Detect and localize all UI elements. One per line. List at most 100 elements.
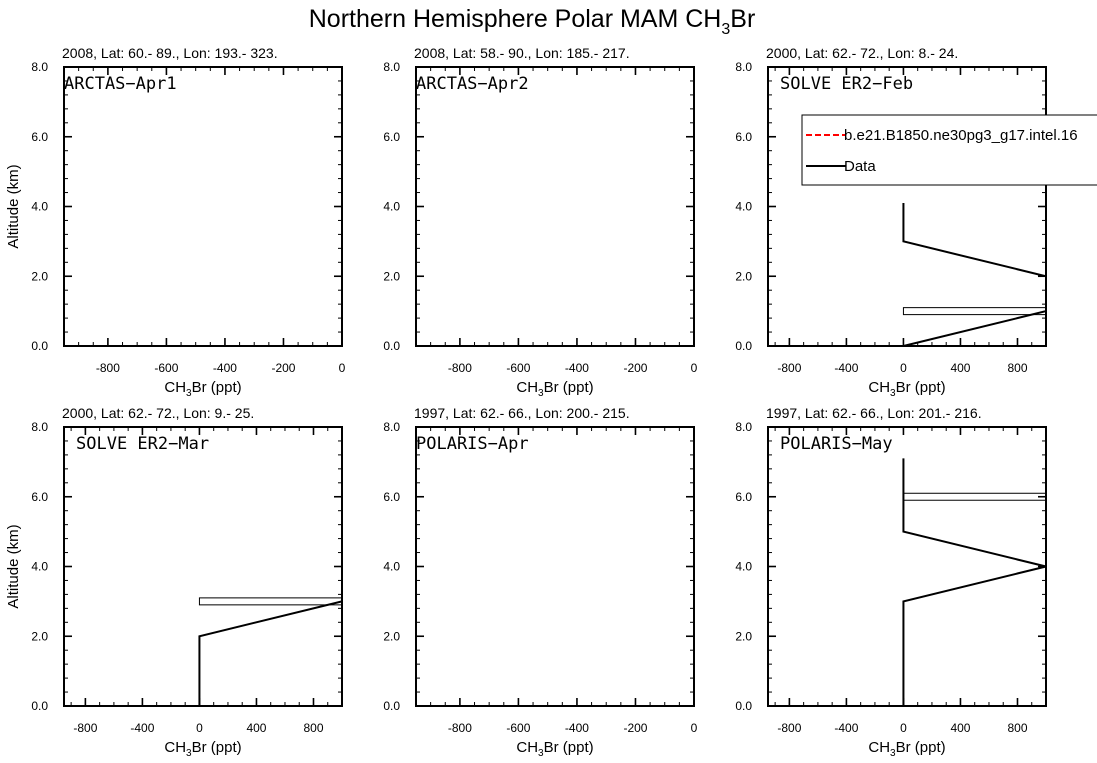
panel-subtitle: 2008, Lat: 58.- 90., Lon: 185.- 217. xyxy=(414,45,630,61)
figure-title: Northern Hemisphere Polar MAM CH3Br xyxy=(309,5,756,38)
y-tick-label: 0.0 xyxy=(735,699,752,713)
x-tick-label: -400 xyxy=(834,361,858,375)
panel-5: 1997, Lat: 62.- 66., Lon: 200.- 215. 0.0 2… xyxy=(383,405,697,759)
panel-1: 2008, Lat: 60.- 89., Lon: 193.- 323. 0.0 2… xyxy=(5,45,346,399)
y-tick-label: 8.0 xyxy=(735,60,752,74)
y-tick-label: 4.0 xyxy=(735,200,752,214)
panel-subtitle: 2008, Lat: 60.- 89., Lon: 193.- 323. xyxy=(62,45,278,61)
y-tick-label: 6.0 xyxy=(735,130,752,144)
plot-frame xyxy=(63,426,343,707)
x-tick-label: 0 xyxy=(691,361,698,375)
panel-4: 2000, Lat: 62.- 72., Lon: 9.- 25. 0.0 2.0 4… xyxy=(5,405,343,759)
x-axis-label: CH3Br (ppt) xyxy=(164,379,241,399)
x-tick-label: -400 xyxy=(130,721,154,735)
x-axis-label: CH3Br (ppt) xyxy=(516,739,593,759)
panel-label: ARCTAS−Apr2 xyxy=(416,74,529,94)
x-axis-label: CH3Br (ppt) xyxy=(868,379,945,399)
data-range-box xyxy=(198,597,343,606)
plot-frame xyxy=(415,66,695,347)
legend-entry-label: Data xyxy=(844,158,876,175)
x-tick-label: -600 xyxy=(506,721,530,735)
plot-frame xyxy=(767,426,1047,707)
x-axis-label: CH3Br (ppt) xyxy=(164,739,241,759)
plot-frame xyxy=(767,66,1047,347)
panel-2: 2008, Lat: 58.- 90., Lon: 185.- 217. 0.0 2… xyxy=(383,45,697,399)
y-tick-label: 0.0 xyxy=(735,339,752,353)
panel-label: ARCTAS−Apr1 xyxy=(64,74,177,94)
panel-label: POLARIS−Apr xyxy=(416,434,529,454)
y-tick-label: 8.0 xyxy=(735,420,752,434)
series-line-data xyxy=(198,600,343,706)
y-tick-label: 2.0 xyxy=(383,629,400,643)
y-tick-label: 6.0 xyxy=(383,130,400,144)
x-tick-label: -400 xyxy=(565,721,589,735)
y-tick-label: 8.0 xyxy=(383,420,400,434)
y-tick-label: 6.0 xyxy=(31,130,48,144)
x-tick-label: 800 xyxy=(303,721,323,735)
y-tick-label: 4.0 xyxy=(31,200,48,214)
y-tick-label: 4.0 xyxy=(31,560,48,574)
panel-6: 1997, Lat: 62.- 66., Lon: 201.- 216. 0.0 2… xyxy=(735,405,1047,759)
data-range-box xyxy=(902,307,1047,316)
x-tick-label: -800 xyxy=(448,721,472,735)
plot-frame xyxy=(415,426,695,707)
y-tick-label: 8.0 xyxy=(383,60,400,74)
x-tick-label: 400 xyxy=(246,721,266,735)
y-tick-label: 0.0 xyxy=(383,339,400,353)
x-tick-label: 0 xyxy=(339,361,346,375)
x-tick-label: -800 xyxy=(777,721,801,735)
series-line-data xyxy=(902,203,1047,347)
y-tick-label: 4.0 xyxy=(735,560,752,574)
x-tick-label: 0 xyxy=(900,721,907,735)
panel-subtitle: 1997, Lat: 62.- 66., Lon: 200.- 215. xyxy=(414,405,630,421)
x-tick-label: 0 xyxy=(691,721,698,735)
x-tick-label: -400 xyxy=(834,721,858,735)
y-tick-label: 2.0 xyxy=(31,629,48,643)
x-tick-label: 400 xyxy=(950,361,970,375)
x-tick-label: 400 xyxy=(950,721,970,735)
x-axis-label: CH3Br (ppt) xyxy=(516,379,593,399)
x-tick-label: -600 xyxy=(154,361,178,375)
x-tick-label: 800 xyxy=(1007,721,1027,735)
legend-box xyxy=(801,114,1097,186)
y-tick-label: 6.0 xyxy=(31,490,48,504)
legend: b.e21.B1850.ne30pg3_g17.intel.16 Data xyxy=(801,114,1097,186)
y-tick-label: 2.0 xyxy=(735,629,752,643)
data-range-box xyxy=(902,492,1047,501)
y-tick-label: 6.0 xyxy=(735,490,752,504)
panel-subtitle: 1997, Lat: 62.- 66., Lon: 201.- 216. xyxy=(766,405,982,421)
y-tick-label: 0.0 xyxy=(31,699,48,713)
x-tick-label: 0 xyxy=(900,361,907,375)
panel-label: SOLVE ER2−Feb xyxy=(780,74,913,94)
plot-frame xyxy=(63,66,343,347)
panel-subtitle: 2000, Lat: 62.- 72., Lon: 8.- 24. xyxy=(766,45,958,61)
y-tick-label: 0.0 xyxy=(31,339,48,353)
y-axis-label: Altitude (km) xyxy=(5,164,22,248)
y-tick-label: 2.0 xyxy=(31,269,48,283)
x-tick-label: -400 xyxy=(213,361,237,375)
panel-subtitle: 2000, Lat: 62.- 72., Lon: 9.- 25. xyxy=(62,405,254,421)
x-tick-label: 0 xyxy=(196,721,203,735)
y-axis-label: Altitude (km) xyxy=(5,524,22,608)
y-tick-label: 2.0 xyxy=(383,269,400,283)
x-tick-label: -600 xyxy=(506,361,530,375)
y-tick-label: 4.0 xyxy=(383,200,400,214)
x-tick-label: -200 xyxy=(623,361,647,375)
series-line-data xyxy=(902,458,1047,706)
x-axis-label: CH3Br (ppt) xyxy=(868,739,945,759)
y-tick-label: 8.0 xyxy=(31,60,48,74)
panel-3: 2000, Lat: 62.- 72., Lon: 8.- 24. 0.0 2.0 4… xyxy=(735,45,1047,399)
legend-entry-label: b.e21.B1850.ne30pg3_g17.intel.16 xyxy=(844,127,1078,144)
y-tick-label: 0.0 xyxy=(383,699,400,713)
x-tick-label: -200 xyxy=(623,721,647,735)
panel-label: SOLVE ER2−Mar xyxy=(76,434,209,454)
x-tick-label: -800 xyxy=(73,721,97,735)
y-tick-label: 2.0 xyxy=(735,269,752,283)
x-tick-label: -800 xyxy=(448,361,472,375)
y-tick-label: 8.0 xyxy=(31,420,48,434)
x-tick-label: 800 xyxy=(1007,361,1027,375)
x-tick-label: -400 xyxy=(565,361,589,375)
x-tick-label: -800 xyxy=(96,361,120,375)
x-tick-label: -800 xyxy=(777,361,801,375)
